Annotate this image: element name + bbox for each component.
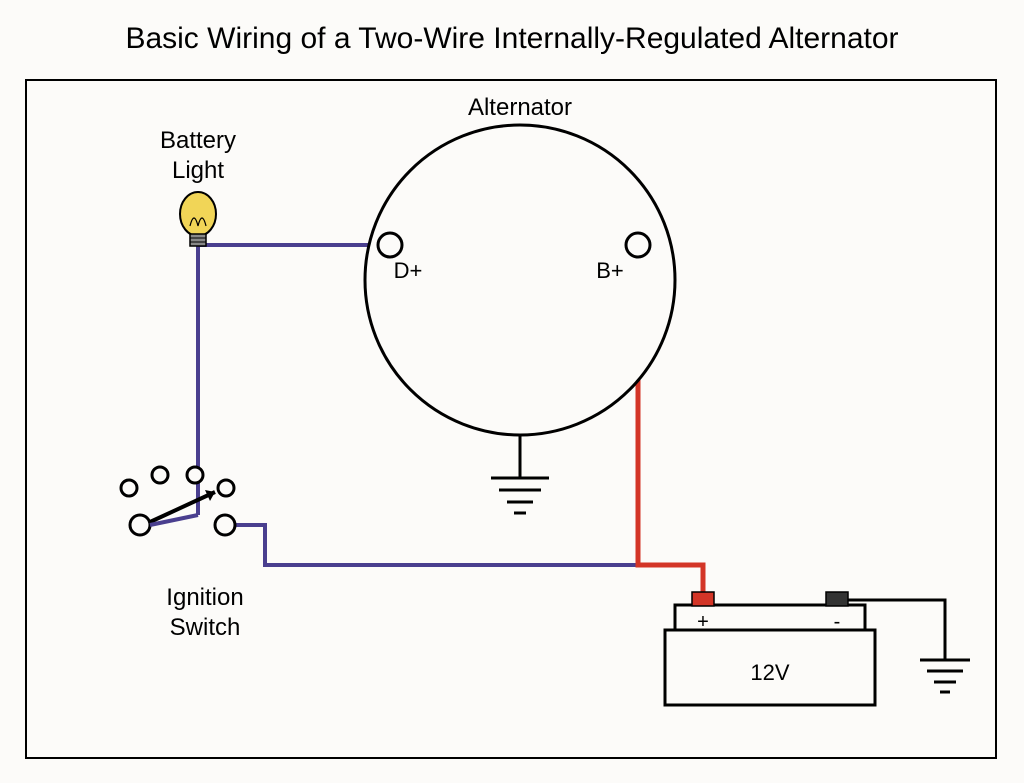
- diagram-title: Basic Wiring of a Two-Wire Internally-Re…: [125, 22, 898, 55]
- ignition-label-1: Ignition: [166, 584, 243, 611]
- battery-light-label-2: Light: [172, 157, 224, 184]
- ground-alternator-icon: [491, 478, 549, 513]
- alternator-label: Alternator: [468, 94, 572, 121]
- alternator-d-terminal: [378, 233, 402, 257]
- battery-light-bulb-icon: [180, 192, 216, 246]
- battery-minus-label: -: [834, 611, 841, 633]
- battery-plus-label: +: [697, 611, 709, 633]
- d-plus-label: D+: [394, 258, 423, 283]
- wire-ignition-to-battery: [236, 525, 703, 592]
- battery-light-label-1: Battery: [160, 127, 236, 154]
- ground-battery-icon: [920, 660, 970, 692]
- wiring-diagram: Basic Wiring of a Two-Wire Internally-Re…: [0, 0, 1024, 783]
- ignition-switch-icon: [121, 467, 235, 535]
- battery-icon: [665, 592, 875, 705]
- b-plus-label: B+: [596, 258, 624, 283]
- alternator-b-terminal: [626, 233, 650, 257]
- ignition-label-2: Switch: [170, 614, 241, 641]
- battery-voltage-label: 12V: [750, 660, 789, 685]
